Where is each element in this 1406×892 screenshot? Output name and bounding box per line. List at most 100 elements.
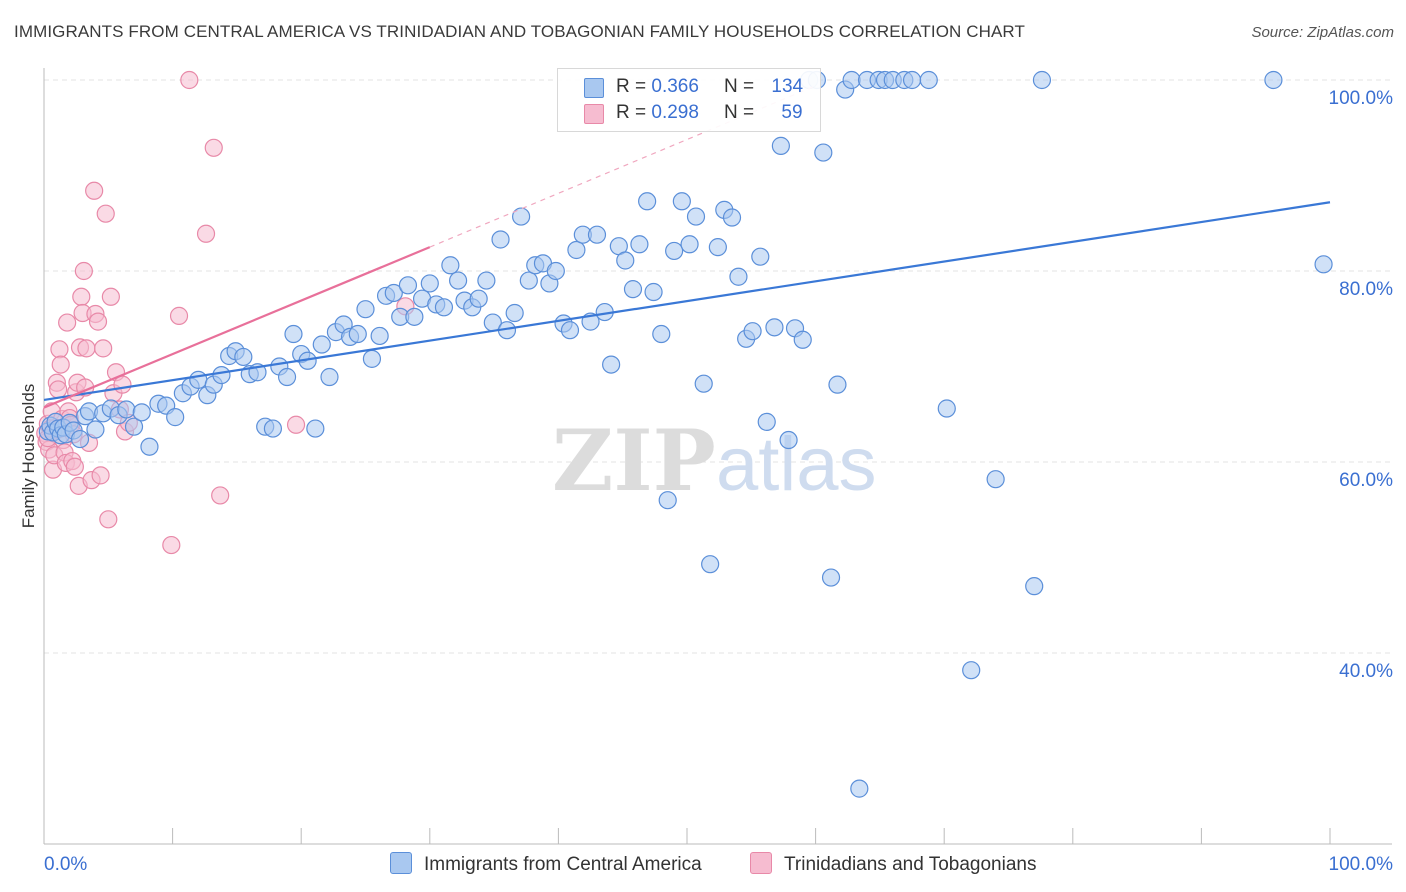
data-point-trinidadians bbox=[72, 287, 91, 306]
y-tick-label: 60.0% bbox=[1339, 470, 1393, 491]
legend-n-label: N = bbox=[724, 102, 755, 123]
legend-r-label: R = bbox=[616, 76, 647, 97]
data-point-trinidadians bbox=[77, 339, 96, 358]
data-point-central-america bbox=[672, 192, 691, 211]
data-point-central-america bbox=[234, 347, 253, 367]
watermark: ZIP atlas bbox=[552, 411, 877, 510]
data-point-central-america bbox=[505, 303, 524, 323]
data-point-central-america bbox=[638, 192, 657, 211]
data-point-trinidadians bbox=[65, 457, 84, 476]
data-point-central-america bbox=[132, 403, 151, 422]
data-point-central-america bbox=[616, 251, 635, 270]
data-point-central-america bbox=[828, 375, 847, 394]
data-point-central-america bbox=[356, 300, 375, 319]
data-point-central-america bbox=[189, 370, 208, 389]
data-point-central-america bbox=[306, 419, 325, 438]
y-tick-label: 80.0% bbox=[1339, 279, 1393, 300]
data-point-central-america bbox=[348, 324, 367, 344]
legend: R = 0.366 N = 134 R = 0.298 N = 59 bbox=[557, 68, 821, 132]
data-point-central-america bbox=[284, 324, 303, 344]
data-point-central-america bbox=[212, 365, 231, 385]
legend-n-label: N = bbox=[724, 76, 755, 97]
data-point-central-america bbox=[370, 326, 389, 346]
data-point-central-america bbox=[680, 235, 699, 254]
data-point-central-america bbox=[567, 240, 586, 260]
data-point-trinidadians bbox=[286, 415, 306, 434]
data-point-central-america bbox=[850, 779, 869, 798]
watermark-atlas: atlas bbox=[716, 422, 877, 507]
data-point-trinidadians bbox=[58, 313, 77, 332]
trend-lines bbox=[43, 85, 1331, 409]
data-point-central-america bbox=[729, 267, 748, 286]
data-point-central-america bbox=[751, 247, 770, 266]
data-point-trinidadians bbox=[96, 204, 115, 223]
data-point-central-america bbox=[962, 661, 981, 680]
data-point-central-america bbox=[384, 283, 403, 303]
axis-labels: 100.0% 80.0% 60.0% 40.0% 0.0% 100.0% bbox=[44, 88, 1393, 875]
data-point-central-america bbox=[469, 289, 488, 308]
data-point-central-america bbox=[722, 208, 742, 227]
data-point-central-america bbox=[602, 355, 621, 374]
data-point-central-america bbox=[448, 271, 468, 290]
data-point-central-america bbox=[771, 136, 790, 155]
data-point-central-america bbox=[263, 419, 283, 438]
data-point-central-america bbox=[166, 408, 185, 427]
data-point-central-america bbox=[117, 400, 136, 419]
watermark-zip: ZIP bbox=[552, 411, 716, 510]
data-point-trinidadians bbox=[113, 375, 132, 394]
data-point-central-america bbox=[587, 225, 607, 244]
legend-swatch-blue bbox=[584, 78, 604, 98]
y-axis-label: Family Households bbox=[19, 384, 38, 529]
bottom-legend-swatch-pink bbox=[750, 852, 772, 874]
y-tick-label: 100.0% bbox=[1329, 88, 1394, 109]
data-point-central-america bbox=[793, 330, 812, 349]
data-point-central-america bbox=[652, 324, 671, 344]
data-point-central-america bbox=[919, 70, 938, 90]
data-point-trinidadians bbox=[94, 339, 113, 358]
data-point-central-america bbox=[701, 555, 720, 574]
data-point-central-america bbox=[630, 235, 649, 254]
data-point-central-america bbox=[814, 143, 833, 162]
data-point-central-america bbox=[405, 307, 424, 326]
data-point-central-america bbox=[779, 430, 798, 450]
data-point-trinidadians bbox=[211, 486, 230, 505]
data-point-central-america bbox=[1264, 70, 1283, 90]
data-point-central-america bbox=[491, 230, 510, 249]
data-point-central-america bbox=[708, 238, 727, 257]
data-point-central-america bbox=[86, 420, 105, 439]
data-point-central-america bbox=[757, 412, 776, 431]
data-point-central-america bbox=[986, 470, 1005, 489]
data-point-central-america bbox=[277, 367, 297, 387]
bottom-legend-central-america: Immigrants from Central America bbox=[390, 852, 702, 876]
data-point-central-america bbox=[362, 349, 382, 368]
data-point-central-america bbox=[519, 271, 538, 290]
data-point-trinidadians bbox=[74, 261, 93, 281]
data-point-trinidadians bbox=[49, 380, 68, 399]
y-tick-label: 40.0% bbox=[1339, 661, 1393, 682]
legend-swatch-pink bbox=[584, 104, 604, 124]
legend-n-value: 134 bbox=[771, 76, 804, 97]
data-point-central-america bbox=[441, 256, 460, 275]
data-point-central-america bbox=[694, 374, 713, 393]
data-point-central-america bbox=[842, 70, 861, 90]
data-point-trinidadians bbox=[101, 287, 120, 306]
data-point-trinidadians bbox=[91, 466, 110, 485]
data-point-central-america bbox=[312, 335, 331, 354]
legend-r-value: 0.366 bbox=[651, 76, 699, 97]
trend-line-central-america bbox=[43, 201, 1331, 402]
legend-r-value: 0.298 bbox=[651, 102, 699, 123]
data-point-central-america bbox=[665, 241, 684, 261]
x-tick-label: 0.0% bbox=[44, 854, 87, 875]
data-point-central-america bbox=[623, 280, 643, 299]
data-point-central-america bbox=[686, 207, 706, 226]
bottom-legend-label: Immigrants from Central America bbox=[424, 854, 702, 875]
data-point-central-america bbox=[644, 282, 663, 302]
data-point-central-america bbox=[398, 276, 418, 295]
chart-title: IMMIGRANTS FROM CENTRAL AMERICA VS TRINI… bbox=[14, 22, 1025, 41]
data-point-central-america bbox=[70, 429, 90, 449]
bottom-legend: Immigrants from Central America Trinidad… bbox=[0, 852, 1406, 878]
data-point-central-america bbox=[420, 274, 439, 293]
chart-source: Source: ZipAtlas.com bbox=[1251, 24, 1394, 41]
data-point-central-america bbox=[1314, 255, 1333, 274]
